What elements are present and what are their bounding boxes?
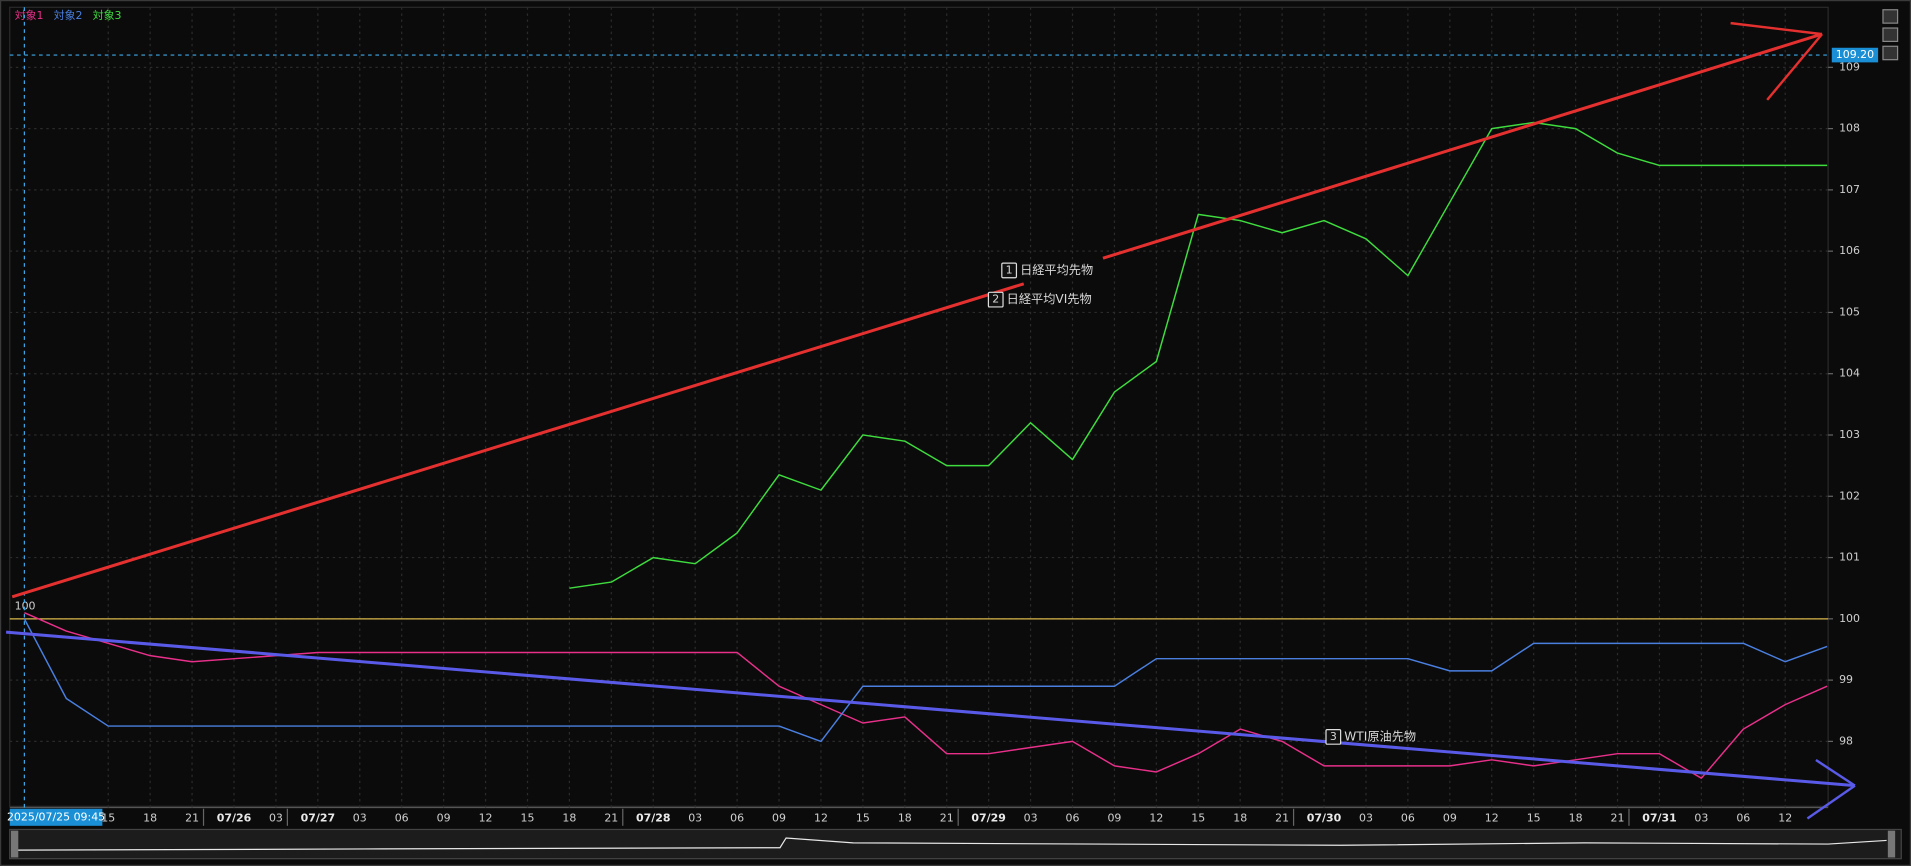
annotation-number: 2 [992,293,999,306]
y-tick-label: 99 [1839,673,1853,686]
x-tick-label: 06 [1066,812,1080,825]
x-tick-label: 03 [269,812,283,825]
x-tick-label: 03 [353,812,367,825]
baseline-label: 100 [15,600,36,613]
arrow-head [1806,784,1856,820]
x-tick-label: 18 [898,812,912,825]
x-tick-label: 15 [101,812,115,825]
undo-button[interactable] [1882,27,1899,43]
x-tick-label: 21 [940,812,954,825]
price-tag-label: 109.20 [1836,48,1874,61]
arrow-head [1815,759,1856,787]
x-tick-label: 21 [604,812,618,825]
x-tick-label: 07/27 [301,812,336,825]
x-tick-label: 15 [521,812,535,825]
x-tick-label: 07/30 [1307,812,1342,825]
y-tick-label: 101 [1839,551,1860,564]
x-tick-label: 06 [730,812,744,825]
annotation-number: 3 [1330,730,1337,743]
annotation-box [1001,262,1018,279]
x-tick-label: 09 [772,812,786,825]
y-tick-label: 100 [1839,612,1860,625]
series-line [23,618,1828,743]
x-tick-label: 09 [1107,812,1121,825]
x-tick-label: 07/28 [636,812,671,825]
y-tick-label: 98 [1839,734,1853,747]
x-tick-label: 06 [1736,812,1750,825]
x-tick-label: 06 [395,812,409,825]
navigator-handle[interactable] [1887,830,1896,858]
navigator-overview [14,837,1887,851]
y-tick-label: 108 [1839,122,1860,135]
annotation-label: 日経平均先物 [1020,263,1093,277]
x-tick-label: 18 [143,812,157,825]
x-tick-label: 18 [562,812,576,825]
annotation-box [987,291,1004,308]
plot-area [9,6,1829,807]
arrow-head [1730,21,1823,36]
lock-button[interactable] [1882,9,1899,24]
x-tick-label: 09 [437,812,451,825]
series-line [569,121,1828,589]
y-tick-label: 104 [1839,367,1860,380]
x-tick-label: 15 [1191,812,1205,825]
x-tick-label: 18 [1569,812,1583,825]
arrow-head [1766,33,1823,101]
legend-entry: 対象1 [15,8,44,22]
x-tick-label: 06 [1401,812,1415,825]
x-tick-label: 21 [1275,812,1289,825]
x-tick-label: 12 [814,812,828,825]
y-tick-label: 102 [1839,489,1860,502]
x-tick-label: 09 [1443,812,1457,825]
legend-entry: 対象2 [54,8,83,22]
y-tick-label: 107 [1839,183,1860,196]
x-tick-label: 12 [1485,812,1499,825]
time-tag [9,808,103,826]
trend-line [1102,32,1823,260]
price-tag [1831,47,1879,63]
x-tick-label: 07/31 [1642,812,1677,825]
reset-button[interactable] [1882,45,1899,61]
x-tick-label: 12 [1149,812,1163,825]
annotations: 1 日経平均先物 2 日経平均VI先物 3 WTI原油先物 [987,262,1416,745]
y-tick-label: 105 [1839,305,1860,318]
series-lines [23,121,1828,779]
x-tick-label: 15 [1527,812,1541,825]
legend-entry: 対象3 [93,8,122,22]
annotation-label: 日経平均VI先物 [1007,292,1092,306]
time-tag-label: 2025/07/25 09:45 [7,810,105,823]
navigator-handle[interactable] [10,830,19,858]
x-tick-label: 18 [1233,812,1247,825]
annotation-label: WTI原油先物 [1344,729,1416,743]
x-tick-label: 07/29 [971,812,1006,825]
x-tick-label: 12 [479,812,493,825]
trend-line [5,630,1856,788]
navigator[interactable] [9,828,1902,860]
x-tick-label: 12 [1778,812,1792,825]
x-tick-label: 15 [856,812,870,825]
x-tick-label: 03 [1694,812,1708,825]
annotation-number: 1 [1006,263,1013,276]
y-tick-label: 109 [1839,60,1860,73]
x-tick-label: 07/26 [217,812,252,825]
series-line [24,611,1828,779]
x-tick-label: 21 [185,812,199,825]
y-tick-label: 106 [1839,244,1860,257]
trend-line [11,282,1025,599]
annotation-box [1325,728,1342,745]
legend: 対象1 対象2 対象3 [15,8,122,22]
x-tick-label: 21 [1611,812,1625,825]
x-tick-label: 03 [1024,812,1038,825]
y-tick-label: 103 [1839,428,1860,441]
x-tick-label: 03 [688,812,702,825]
x-tick-label: 03 [1359,812,1373,825]
